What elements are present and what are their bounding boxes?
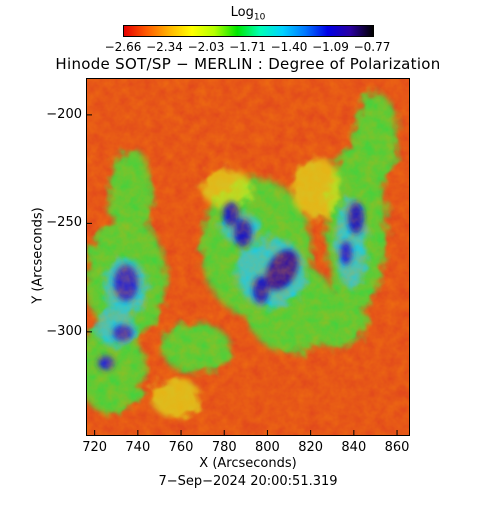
colorbar-tick-label: −1.09 (312, 40, 349, 54)
colorbar-tick-label: −2.03 (187, 40, 225, 54)
y-tick-label: −200 (46, 106, 82, 122)
y-axis-label: Y (Arcseconds) (30, 207, 46, 304)
plot-frame (86, 78, 410, 436)
colorbar-tick-label: −1.71 (229, 40, 266, 54)
colorbar-tick-label: −0.77 (353, 40, 391, 54)
colorbar-tick-label: −2.34 (146, 40, 183, 54)
colorbar-label: Log10 (230, 5, 266, 23)
x-tick-label: 820 (298, 440, 324, 455)
y-tick-label: −250 (46, 215, 82, 231)
x-tick-label: 780 (211, 440, 237, 455)
polarization-map (86, 78, 410, 436)
colorbar-tick-label: −1.40 (270, 40, 308, 54)
x-tick-label: 760 (168, 440, 194, 455)
x-tick-label: 860 (384, 440, 410, 455)
x-tick-label: 800 (255, 440, 280, 455)
x-tick-label: 840 (341, 440, 367, 455)
x-tick-marks (94, 430, 398, 436)
x-tick-label: 740 (125, 440, 151, 455)
x-axis-label: X (Arcseconds) (199, 456, 297, 471)
colorbar-tick-label: −2.66 (104, 40, 142, 54)
colorbar (123, 25, 374, 37)
x-tick-label: 720 (82, 440, 108, 455)
timestamp: 7−Sep−2024 20:00:51.319 (158, 474, 338, 489)
y-tick-label: −300 (46, 323, 82, 339)
y-tick-marks (86, 114, 92, 333)
plot-title: Hinode SOT/SP − MERLIN : Degree of Polar… (55, 55, 441, 73)
